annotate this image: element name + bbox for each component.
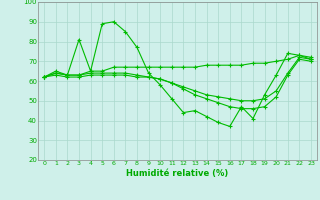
X-axis label: Humidité relative (%): Humidité relative (%) xyxy=(126,169,229,178)
